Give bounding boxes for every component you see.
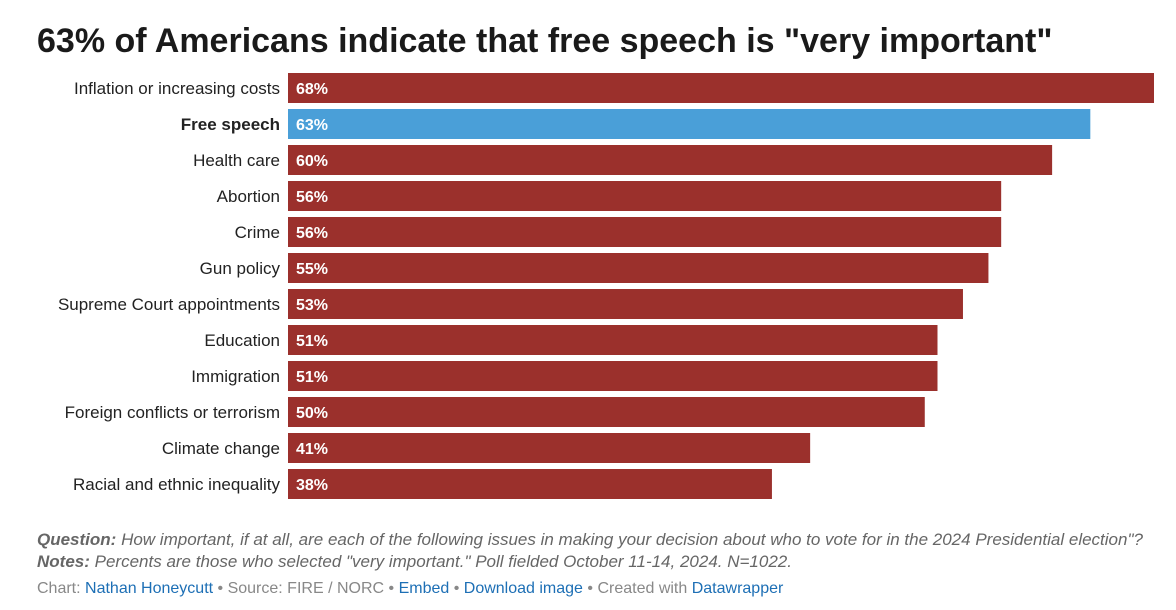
bar <box>288 397 925 427</box>
category-label: Education <box>204 331 280 350</box>
source-text: • Source: FIRE / NORC • <box>213 580 399 597</box>
notes-text: Percents are those who selected "very im… <box>89 552 792 571</box>
question-label: Question: <box>37 530 117 549</box>
value-label: 63% <box>296 117 328 134</box>
bar <box>288 145 1053 175</box>
bar <box>288 73 1154 103</box>
category-label: Gun policy <box>200 259 281 278</box>
notes-label: Notes: <box>37 552 90 571</box>
value-label: 68% <box>296 81 328 98</box>
bar-row-gun-policy: Gun policy 55% <box>200 253 989 283</box>
bar-row-climate-change: Climate change 41% <box>162 433 811 463</box>
bar-row-abortion: Abortion 56% <box>217 181 1002 211</box>
question-text: How important, if at all, are each of th… <box>116 530 1143 549</box>
bar <box>288 109 1091 139</box>
category-label: Immigration <box>191 367 280 386</box>
value-label: 55% <box>296 261 328 278</box>
category-label: Racial and ethnic inequality <box>73 475 280 494</box>
bar-chart: Inflation or increasing costs 68% Free spe… <box>58 73 1154 499</box>
value-label: 53% <box>296 297 328 314</box>
bar <box>288 289 963 319</box>
bar-row-inflation-or-increasing-costs: Inflation or increasing costs 68% <box>74 73 1154 103</box>
category-label: Inflation or increasing costs <box>74 79 280 98</box>
category-label: Supreme Court appointments <box>58 295 280 314</box>
author-link[interactable]: Nathan Honeycutt <box>85 580 214 597</box>
bar-row-education: Education 51% <box>204 325 938 355</box>
bar <box>288 217 1002 247</box>
datawrapper-link[interactable]: Datawrapper <box>691 580 784 597</box>
value-label: 51% <box>296 369 328 386</box>
chart-title: 63% of Americans indicate that free spee… <box>37 22 1053 60</box>
bar-row-racial-and-ethnic-inequality: Racial and ethnic inequality 38% <box>73 469 772 499</box>
chart-notes: Question: How important, if at all, are … <box>37 529 1157 573</box>
separator: • <box>449 580 464 597</box>
category-label: Foreign conflicts or terrorism <box>65 403 280 422</box>
value-label: 41% <box>296 441 328 458</box>
bar-row-free-speech: Free speech 63% <box>181 109 1091 139</box>
bar <box>288 181 1002 211</box>
bar <box>288 433 811 463</box>
embed-link[interactable]: Embed <box>398 580 450 597</box>
value-label: 38% <box>296 477 328 494</box>
created-with-text: • Created with <box>582 580 692 597</box>
bar <box>288 361 938 391</box>
chart-label: Chart: <box>37 580 86 597</box>
value-label: 56% <box>296 189 328 206</box>
category-label: Free speech <box>181 115 280 134</box>
bar-row-foreign-conflicts-or-terrorism: Foreign conflicts or terrorism 50% <box>65 397 925 427</box>
value-label: 56% <box>296 225 328 242</box>
category-label: Crime <box>235 223 280 242</box>
value-label: 51% <box>296 333 328 350</box>
chart-credits: Chart: Nathan Honeycutt • Source: FIRE /… <box>37 578 1157 600</box>
bar-row-immigration: Immigration 51% <box>191 361 938 391</box>
category-label: Abortion <box>217 187 280 206</box>
bar-row-crime: Crime 56% <box>235 217 1002 247</box>
bar-row-supreme-court-appointments: Supreme Court appointments 53% <box>58 289 963 319</box>
download-image-link[interactable]: Download image <box>463 580 583 597</box>
bar <box>288 325 938 355</box>
bar <box>288 253 989 283</box>
category-label: Health care <box>193 151 280 170</box>
value-label: 60% <box>296 153 328 170</box>
bar <box>288 469 772 499</box>
value-label: 50% <box>296 405 328 422</box>
category-label: Climate change <box>162 439 280 458</box>
bar-row-health-care: Health care 60% <box>193 145 1053 175</box>
